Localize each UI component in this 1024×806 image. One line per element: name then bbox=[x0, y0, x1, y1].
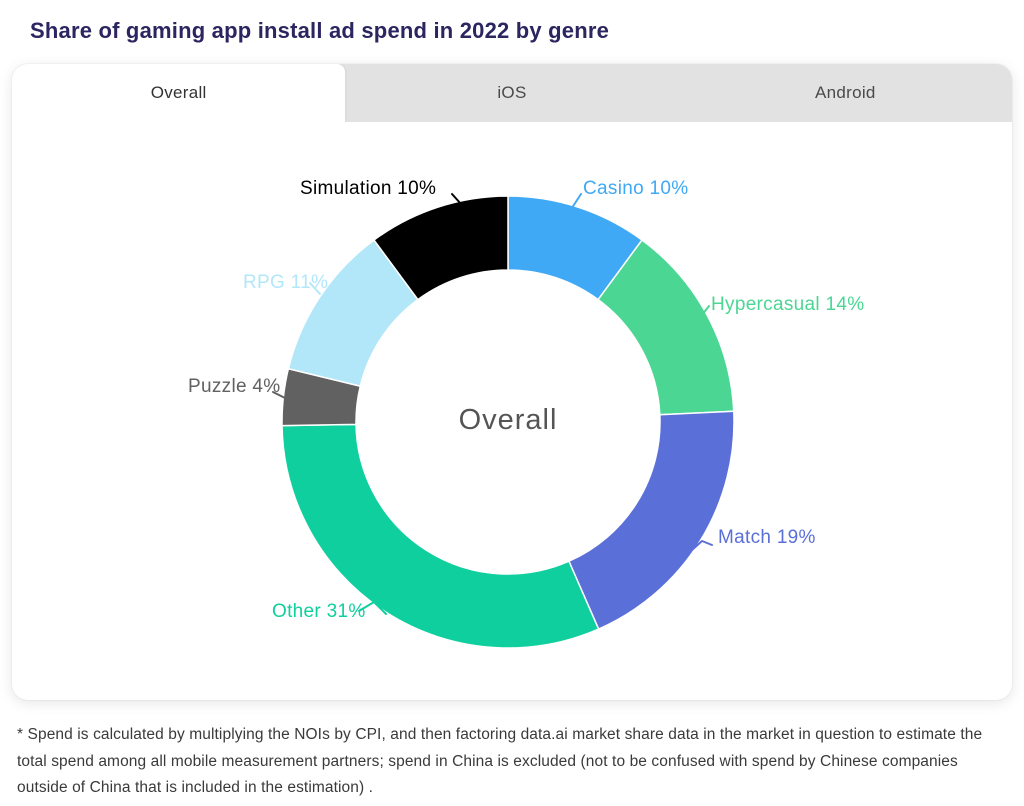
donut-segment-match[interactable] bbox=[567, 410, 735, 631]
tab-ios[interactable]: iOS bbox=[497, 83, 527, 102]
donut-segment-other[interactable] bbox=[281, 423, 600, 649]
leader-line-casino bbox=[567, 193, 582, 215]
leader-line-rpg bbox=[309, 282, 321, 295]
chart-footnote: * Spend is calculated by multiplying the… bbox=[17, 726, 983, 797]
page-title: Share of gaming app install ad spend in … bbox=[30, 18, 610, 43]
leader-line-hypercasual bbox=[697, 305, 710, 321]
segment-label-rpg: RPG 11% bbox=[243, 272, 329, 293]
donut-chart: Overall Casino 10% Hypercasual 14% Match… bbox=[12, 122, 1012, 700]
leader-line-simulation bbox=[451, 193, 471, 215]
donut-segment-simulation[interactable] bbox=[372, 195, 509, 301]
tab-android[interactable]: Android bbox=[814, 83, 876, 102]
segment-label-other: Other 31% bbox=[272, 601, 366, 622]
donut-segments bbox=[281, 195, 735, 649]
leader-line-match bbox=[691, 540, 713, 551]
donut-svg bbox=[272, 193, 735, 649]
chart-card: Overall iOS Android Overall Casino 10% H… bbox=[12, 64, 1012, 700]
leader-line-puzzle bbox=[272, 391, 286, 399]
segment-label-casino: Casino 10% bbox=[583, 178, 689, 199]
segment-label-match: Match 19% bbox=[718, 527, 816, 548]
leader-line-other bbox=[358, 601, 387, 615]
tab-overall[interactable]: Overall bbox=[12, 64, 346, 122]
segment-label-hypercasual: Hypercasual 14% bbox=[711, 294, 865, 315]
segment-label-simulation: Simulation 10% bbox=[300, 178, 437, 199]
segment-label-puzzle: Puzzle 4% bbox=[188, 376, 281, 397]
donut-center-label: Overall bbox=[458, 404, 558, 436]
platform-tab-strip: Overall iOS Android bbox=[12, 64, 1012, 122]
